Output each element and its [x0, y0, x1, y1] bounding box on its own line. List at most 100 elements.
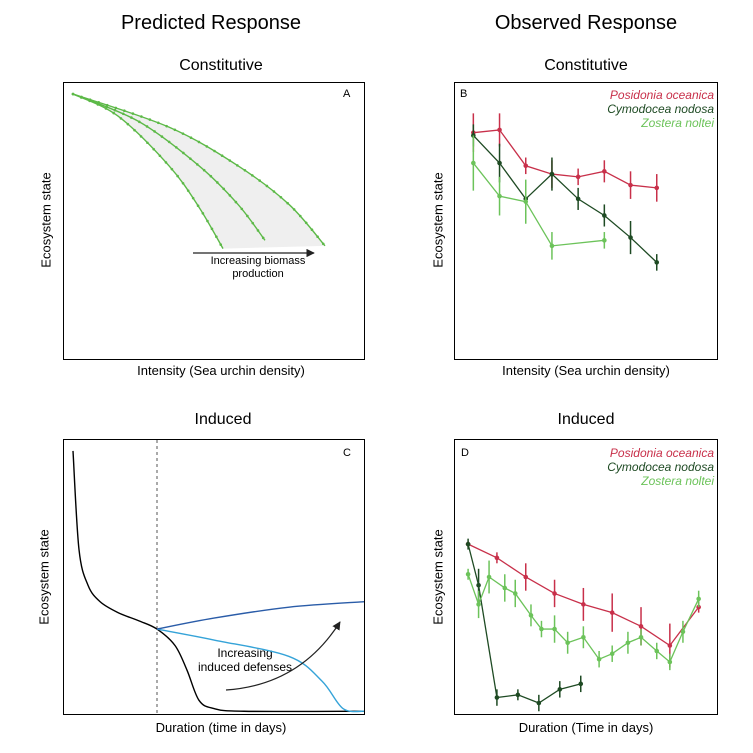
curve-point — [113, 108, 117, 112]
data-point — [471, 160, 476, 166]
curve-point — [246, 214, 249, 218]
panel-b-letter: B — [460, 88, 468, 100]
data-point — [638, 624, 644, 629]
panel-d-xlabel: Duration (Time in days) — [518, 720, 654, 735]
data-point — [523, 163, 529, 169]
curve-point — [209, 174, 213, 178]
curve-point — [222, 187, 225, 191]
panel-a-plot — [71, 92, 326, 258]
curve-point — [219, 243, 223, 246]
curve-point — [310, 228, 314, 232]
curve-point — [256, 229, 260, 232]
curve-point — [112, 111, 115, 115]
panel-b-frame — [454, 82, 718, 360]
data-point — [497, 160, 502, 166]
curve-point — [119, 117, 123, 120]
panel-a-xlabel: Intensity (Sea urchin density) — [137, 363, 305, 378]
curve-point — [197, 140, 201, 144]
curve-point — [292, 208, 296, 211]
data-point — [497, 127, 502, 133]
curve-point — [71, 92, 75, 96]
curve-point — [196, 204, 200, 208]
panel-b-plot — [471, 113, 660, 271]
curve-point — [216, 181, 219, 184]
data-point — [638, 634, 644, 640]
curve-point — [181, 181, 185, 185]
data-point — [609, 610, 615, 615]
curve-point — [261, 236, 265, 240]
data-point — [486, 574, 492, 580]
panel-d-legend: Posidonia oceanica Cymodocea nodosa Zost… — [607, 446, 714, 488]
curve-point — [139, 135, 143, 138]
data-point — [476, 582, 481, 588]
panel-c-xlabel: Duration (time in days) — [155, 720, 287, 735]
curve-point — [165, 124, 168, 128]
data-point — [654, 648, 660, 654]
curve-point — [201, 212, 205, 215]
data-point — [575, 196, 581, 202]
curve-point — [304, 221, 308, 225]
curve-point — [158, 154, 162, 158]
data-point — [528, 613, 534, 618]
legend-posidonia: Posidonia oceanica — [609, 88, 714, 102]
curve-point — [234, 200, 238, 204]
data-point — [523, 574, 529, 580]
data-point — [494, 555, 500, 561]
series-line — [467, 574, 700, 663]
curve-point — [196, 163, 199, 166]
panel-c-frame — [63, 439, 365, 715]
curve-point — [243, 169, 247, 172]
data-point — [654, 185, 660, 191]
curve-point — [213, 149, 216, 153]
curve-point — [228, 194, 232, 197]
data-point — [523, 199, 529, 204]
data-point — [596, 656, 602, 662]
curve-point — [88, 98, 92, 101]
data-point — [476, 602, 481, 607]
response-curve-2 — [156, 628, 365, 713]
curve-point — [182, 151, 185, 155]
annotation-line: production — [232, 268, 284, 280]
panel-d-letter: D — [461, 447, 469, 459]
data-point — [557, 687, 563, 692]
data-point — [515, 692, 521, 698]
legend-cymodocea: Cymodocea nodosa — [607, 460, 714, 474]
data-point — [625, 640, 631, 646]
data-point — [539, 626, 544, 632]
curve-point — [153, 130, 156, 133]
curve-point — [251, 174, 254, 177]
annotation-line: Increasing biomass — [210, 255, 306, 267]
curve-point — [80, 95, 83, 99]
response-curve-3 — [156, 600, 365, 630]
panel-d-frame — [454, 439, 718, 715]
data-point — [575, 174, 581, 180]
panel-c-letter: C — [343, 447, 351, 459]
curve-point — [126, 122, 130, 126]
panel-a-annotation: Increasing biomass production — [200, 255, 316, 281]
data-point — [552, 626, 557, 632]
series-line — [472, 134, 658, 263]
curve-point — [160, 135, 164, 138]
curve-point — [240, 207, 244, 211]
legend-cymodocea: Cymodocea nodosa — [607, 102, 714, 116]
curve-point — [97, 101, 100, 104]
series-line — [473, 129, 657, 189]
legend-posidonia: Posidonia oceanica — [609, 446, 714, 460]
curve-point — [258, 179, 261, 182]
data-point — [680, 629, 686, 635]
curve-point — [279, 195, 283, 199]
panel-d-title: Induced — [557, 411, 615, 428]
curve-point — [152, 147, 155, 151]
curve-point — [131, 112, 135, 115]
curve-point — [148, 118, 152, 121]
data-point — [465, 571, 471, 577]
curve-point — [321, 242, 325, 246]
data-point — [628, 235, 633, 240]
data-point — [465, 541, 471, 547]
curve-point — [251, 221, 255, 225]
series-line — [467, 543, 581, 704]
data-point — [578, 681, 584, 687]
curve-point — [164, 161, 168, 164]
panel-b-title: Constitutive — [544, 57, 628, 74]
